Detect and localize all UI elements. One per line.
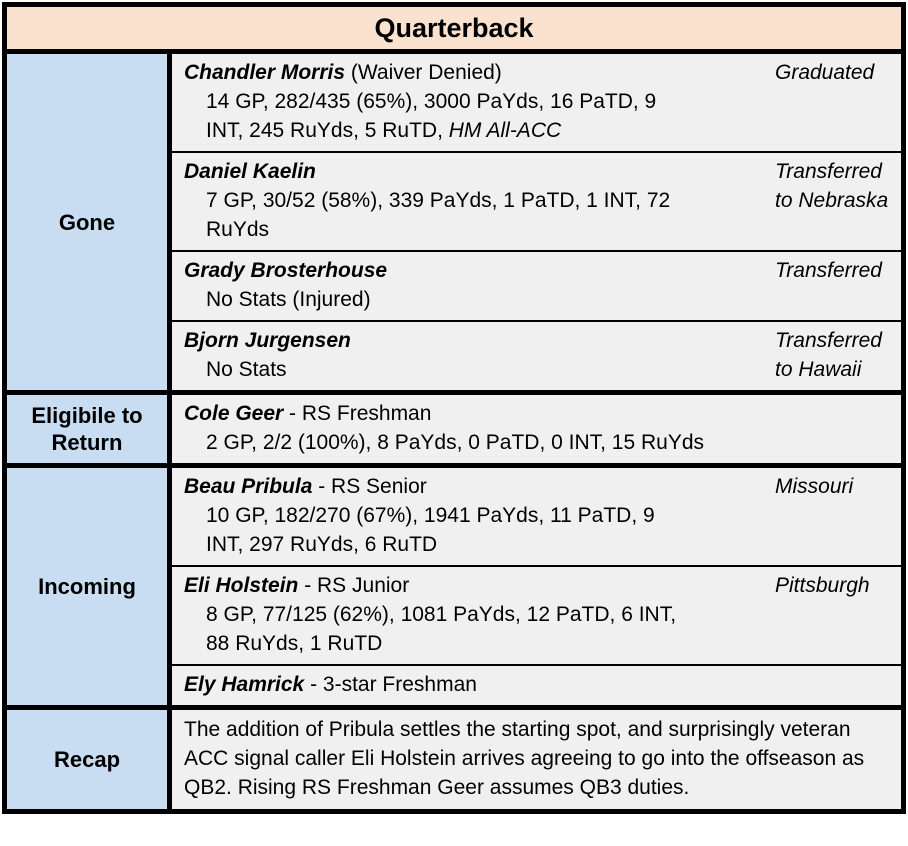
player-info: Beau Pribula - RS Senior 10 GP, 182/270 (… <box>184 472 775 559</box>
stat-text: 7 GP, 30/52 (58%), 339 PaYds, 1 PaTD, 1 … <box>206 189 671 212</box>
player-name: Chandler Morris <box>184 61 346 84</box>
section-incoming: Incoming Beau Pribula - RS Senior 10 GP, 1… <box>7 468 901 710</box>
player-info: Cole Geer - RS Freshman 2 GP, 2/2 (100%),… <box>184 399 893 457</box>
player-row: Chandler Morris (Waiver Denied) 14 GP, 28… <box>172 54 901 151</box>
player-info: Daniel Kaelin 7 GP, 30/52 (58%), 339 PaYd… <box>184 157 775 244</box>
stat-text: 14 GP, 282/435 (65%), 3000 PaYds, 16 PaT… <box>206 90 657 113</box>
player-stat-line: 8 GP, 77/125 (62%), 1081 PaYds, 12 PaTD,… <box>184 600 775 629</box>
player-name-line: Bjorn Jurgensen <box>184 326 775 355</box>
player-row: Ely Hamrick - 3-star Freshman <box>172 664 901 705</box>
stat-text: 88 RuYds, 1 RuTD <box>206 632 383 655</box>
stat-text: 8 GP, 77/125 (62%), 1081 PaYds, 12 PaTD,… <box>206 603 677 626</box>
player-name: Daniel Kaelin <box>184 160 316 183</box>
section-rows: Beau Pribula - RS Senior 10 GP, 182/270 (… <box>172 468 901 705</box>
player-stat-line: INT, 297 RuYds, 6 RuTD <box>184 530 775 559</box>
player-name-line: Eli Holstein - RS Junior <box>184 571 775 600</box>
player-stat-line: No Stats <box>184 355 775 384</box>
player-name-suffix: - RS Freshman <box>283 402 432 425</box>
player-name: Eli Holstein <box>184 574 299 597</box>
player-stat-line: No Stats (Injured) <box>184 285 775 314</box>
player-name: Bjorn Jurgensen <box>184 329 351 352</box>
player-info: Chandler Morris (Waiver Denied) 14 GP, 28… <box>184 58 775 145</box>
stat-text: 10 GP, 182/270 (67%), 1941 PaYds, 11 PaT… <box>206 504 655 527</box>
player-status: Graduated <box>775 61 875 84</box>
player-stat-line: 14 GP, 282/435 (65%), 3000 PaYds, 16 PaT… <box>184 87 775 116</box>
player-name-suffix: - 3-star Freshman <box>304 673 477 696</box>
player-status: Pittsburgh <box>775 574 870 597</box>
player-name-line: Beau Pribula - RS Senior <box>184 472 775 501</box>
player-stat-line: RuYds <box>184 215 775 244</box>
player-info: Grady Brosterhouse No Stats (Injured) <box>184 256 775 314</box>
player-name: Ely Hamrick <box>184 673 305 696</box>
player-info: Eli Holstein - RS Junior 8 GP, 77/125 (62… <box>184 571 775 658</box>
player-name-line: Chandler Morris (Waiver Denied) <box>184 58 775 87</box>
stat-text: INT, 245 RuYds, 5 RuTD, <box>206 119 449 142</box>
player-name-line: Ely Hamrick - 3-star Freshman <box>184 670 893 699</box>
section-gone: Gone Chandler Morris (Waiver Denied) 14 GP… <box>7 54 901 395</box>
player-name-suffix: - RS Senior <box>312 475 427 498</box>
recap-text: The addition of Pribula settles the star… <box>184 718 865 799</box>
player-name-line: Cole Geer - RS Freshman <box>184 399 893 428</box>
player-status: Transferred <box>775 259 882 282</box>
player-stat-line: 2 GP, 2/2 (100%), 8 PaYds, 0 PaTD, 0 INT… <box>184 428 893 457</box>
player-row: Grady Brosterhouse No Stats (Injured) Tran… <box>172 250 901 320</box>
player-stat-line: 10 GP, 182/270 (67%), 1941 PaYds, 11 PaT… <box>184 501 775 530</box>
player-info: Bjorn Jurgensen No Stats <box>184 326 775 384</box>
player-name-line: Grady Brosterhouse <box>184 256 775 285</box>
player-row: Cole Geer - RS Freshman 2 GP, 2/2 (100%),… <box>172 395 901 463</box>
section-label: Incoming <box>7 468 172 705</box>
stat-text: INT, 297 RuYds, 6 RuTD <box>206 533 438 556</box>
player-row: Daniel Kaelin 7 GP, 30/52 (58%), 339 PaYd… <box>172 151 901 250</box>
stat-text: No Stats <box>206 358 287 381</box>
player-status: Missouri <box>775 475 854 498</box>
sections: Gone Chandler Morris (Waiver Denied) 14 GP… <box>7 54 901 809</box>
section-label: Recap <box>7 710 172 809</box>
section-eligibile-to-return: Eligibile to Return Cole Geer - RS Freshm… <box>7 395 901 468</box>
player-status: Transferred to Nebraska <box>775 160 889 212</box>
player-name-line: Daniel Kaelin <box>184 157 775 186</box>
player-stat-line: 7 GP, 30/52 (58%), 339 PaYds, 1 PaTD, 1 … <box>184 186 775 215</box>
stat-text: RuYds <box>206 218 270 241</box>
section-rows: Chandler Morris (Waiver Denied) 14 GP, 28… <box>172 54 901 390</box>
player-name-suffix: - RS Junior <box>298 574 410 597</box>
player-name: Grady Brosterhouse <box>184 259 388 282</box>
section-label: Eligibile to Return <box>7 395 172 463</box>
player-stat-line: INT, 245 RuYds, 5 RuTD, HM All-ACC <box>184 116 775 145</box>
table-title: Quarterback <box>7 7 901 54</box>
player-status: Transferred to Hawaii <box>775 329 882 381</box>
stat-text: 2 GP, 2/2 (100%), 8 PaYds, 0 PaTD, 0 INT… <box>206 431 705 454</box>
stat-text: No Stats (Injured) <box>206 288 371 311</box>
player-row: Eli Holstein - RS Junior 8 GP, 77/125 (62… <box>172 565 901 664</box>
section-rows: The addition of Pribula settles the star… <box>172 710 901 809</box>
section-recap: Recap The addition of Pribula settles the… <box>7 710 901 809</box>
player-row: Beau Pribula - RS Senior 10 GP, 182/270 (… <box>172 468 901 565</box>
section-rows: Cole Geer - RS Freshman 2 GP, 2/2 (100%),… <box>172 395 901 463</box>
player-row: Bjorn Jurgensen No Stats Transferred to Ha… <box>172 320 901 390</box>
section-label: Gone <box>7 54 172 390</box>
player-name: Cole Geer <box>184 402 284 425</box>
player-stat-line: 88 RuYds, 1 RuTD <box>184 629 775 658</box>
player-name: Beau Pribula <box>184 475 313 498</box>
roster-table: Quarterback Gone Chandler Morris (Waiver … <box>2 2 906 814</box>
player-name-suffix: (Waiver Denied) <box>345 61 502 84</box>
player-honors: HM All-ACC <box>448 119 562 142</box>
player-info: Ely Hamrick - 3-star Freshman <box>184 670 893 699</box>
